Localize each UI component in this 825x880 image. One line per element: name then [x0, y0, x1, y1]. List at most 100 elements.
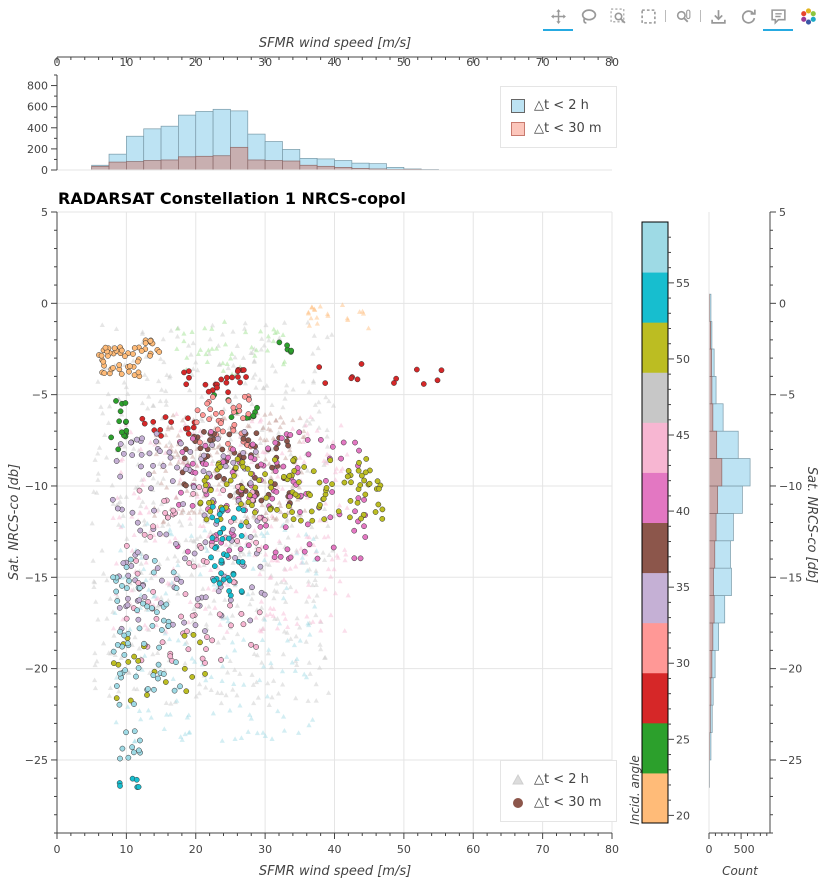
scatter-point-2h	[284, 585, 290, 591]
scatter-point-2h	[205, 347, 212, 353]
scatter-point-30m	[216, 611, 223, 618]
main-x-tick-label: 10	[119, 843, 133, 856]
scatter-point-30m	[153, 615, 160, 622]
scatter-point-30m	[214, 384, 220, 391]
scatter-point-2h	[120, 523, 126, 528]
top-histogram-xlabel: SFMR wind speed [m/s]	[259, 36, 411, 51]
scatter-point-30m	[160, 463, 167, 469]
scatter-point-30m	[168, 419, 175, 425]
scatter-point-30m	[247, 454, 254, 461]
scatter-point-2h	[92, 579, 98, 585]
legend-item-dt-2h[interactable]: △t < 2 h	[501, 768, 616, 791]
legend-item-dt-30m[interactable]: △t < 30 m	[501, 117, 616, 140]
top-histogram-bar	[230, 146, 249, 171]
scatter-point-2h	[242, 513, 248, 519]
scatter-point-2h	[224, 654, 230, 659]
scatter-point-2h	[172, 535, 178, 541]
scatter-point-2h	[156, 378, 162, 384]
scatter-point-2h	[304, 430, 311, 436]
scatter-point-2h	[306, 660, 312, 665]
scatter-point-30m	[135, 665, 142, 671]
lasso-select-tool[interactable]	[573, 3, 603, 29]
colorbar-tick-label: 40	[676, 505, 690, 518]
main-scatter[interactable]: RADARSAT Constellation 1 NRCS-copol 0 10 2…	[7, 189, 619, 879]
scatter-point-2h	[221, 406, 227, 412]
scatter-point-30m	[204, 634, 210, 640]
scatter-point-2h	[174, 452, 181, 457]
scatter-point-2h	[178, 427, 184, 433]
colorbar-tick-label: 50	[676, 353, 690, 366]
scatter-legend: △t < 2 h △t < 30 m	[500, 760, 617, 822]
scatter-point-30m	[135, 658, 142, 664]
save-tool[interactable]	[703, 3, 733, 29]
scatter-point-30m	[375, 501, 382, 508]
scatter-point-30m	[340, 439, 347, 446]
scatter-point-30m	[202, 628, 208, 634]
scatter-point-2h	[306, 534, 312, 540]
scatter-point-2h	[151, 469, 157, 474]
scatter-point-30m	[113, 695, 120, 701]
scatter-point-30m	[131, 653, 137, 660]
scatter-point-2h	[164, 711, 170, 717]
scatter-point-2h	[309, 304, 315, 310]
scatter-point-30m	[116, 701, 123, 708]
scatter-point-30m	[308, 508, 315, 515]
scatter-point-2h	[194, 367, 201, 373]
scatter-point-30m	[202, 381, 209, 388]
scatter-point-2h	[145, 405, 151, 411]
scatter-point-2h	[268, 574, 274, 580]
main-y-tick-label: −25	[25, 754, 48, 767]
scatter-point-2h	[321, 458, 327, 463]
legend-item-dt-2h[interactable]: △t < 2 h	[501, 94, 616, 117]
scatter-point-30m	[126, 368, 132, 375]
scatter-point-2h	[165, 580, 171, 586]
right-histogram[interactable]: 0 500 5 0 −5 −10 −15 −20 −25 Count Sat. NRCS-co …	[706, 206, 820, 878]
scatter-point-30m	[174, 464, 180, 471]
scatter-point-2h	[339, 302, 346, 307]
pan-tool[interactable]	[543, 3, 573, 31]
scatter-point-2h	[249, 596, 255, 602]
scatter-point-2h	[251, 528, 258, 533]
scatter-point-2h	[143, 354, 149, 359]
scatter-point-30m	[316, 364, 323, 370]
scatter-point-2h	[198, 506, 204, 512]
scatter-point-30m	[247, 480, 254, 486]
scatter-point-2h	[136, 447, 142, 453]
right-histogram-xlabel: Count	[722, 864, 759, 878]
scatter-point-2h	[288, 636, 294, 641]
scatter-point-2h	[268, 427, 274, 433]
scatter-point-2h	[128, 429, 134, 435]
main-y-tick-label: −15	[25, 571, 48, 584]
box-select-tool[interactable]	[633, 3, 663, 29]
scatter-point-30m	[178, 613, 184, 620]
bokeh-logo[interactable]	[793, 3, 823, 29]
wheel-zoom-tool[interactable]	[668, 3, 698, 29]
scatter-point-30m	[269, 495, 276, 502]
scatter-point-2h	[328, 574, 334, 579]
hover-tool[interactable]	[763, 3, 793, 31]
scatter-point-2h	[303, 559, 309, 565]
scatter-point-30m	[357, 482, 364, 488]
top-histogram-bar	[91, 165, 110, 171]
scatter-point-2h	[247, 601, 253, 607]
scatter-point-2h	[258, 598, 264, 604]
scatter-point-2h	[289, 659, 295, 665]
scatter-point-2h	[173, 495, 179, 500]
scatter-point-30m	[117, 755, 123, 762]
legend-item-dt-30m[interactable]: △t < 30 m	[501, 791, 616, 814]
reset-tool[interactable]	[733, 3, 763, 29]
scatter-point-30m	[355, 495, 362, 501]
scatter-point-2h	[287, 584, 294, 590]
scatter-point-2h	[110, 515, 116, 521]
scatter-point-30m	[147, 533, 154, 540]
scatter-point-30m	[240, 450, 247, 456]
top-histogram-bars	[91, 108, 439, 171]
box-zoom-tool[interactable]	[603, 3, 633, 29]
scatter-point-2h	[272, 616, 278, 621]
scatter-point-30m	[204, 400, 211, 407]
scatter-point-2h	[92, 457, 98, 462]
scatter-point-2h	[107, 650, 114, 656]
top-histogram[interactable]: SFMR wind speed [m/s] 0 10 20 30 40 50 60 70 800…	[27, 36, 619, 177]
scatter-point-30m	[246, 492, 253, 498]
